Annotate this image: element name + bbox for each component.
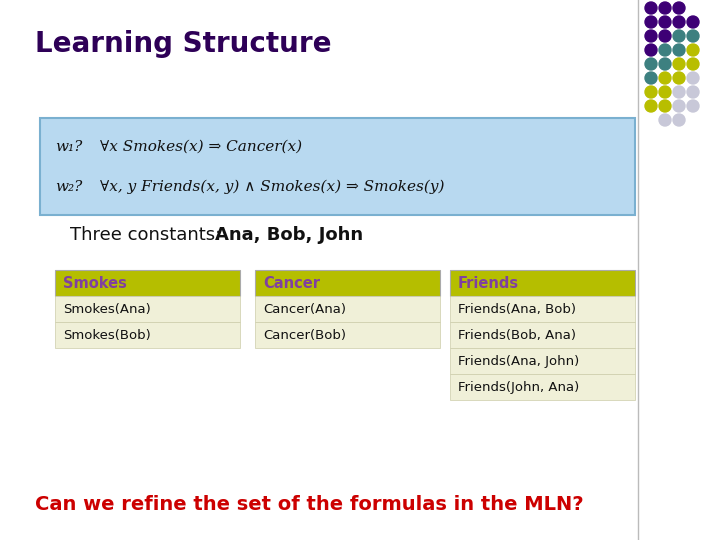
Text: Can we refine the set of the formulas in the MLN?: Can we refine the set of the formulas in…: [35, 496, 584, 515]
FancyBboxPatch shape: [255, 322, 440, 348]
Circle shape: [673, 30, 685, 42]
FancyBboxPatch shape: [40, 118, 635, 215]
FancyBboxPatch shape: [450, 374, 635, 400]
Circle shape: [659, 2, 671, 14]
Circle shape: [687, 44, 699, 56]
FancyBboxPatch shape: [55, 322, 240, 348]
FancyBboxPatch shape: [450, 348, 635, 374]
Text: Friends: Friends: [458, 275, 519, 291]
Text: Friends(John, Ana): Friends(John, Ana): [458, 381, 580, 394]
Circle shape: [659, 72, 671, 84]
Circle shape: [645, 44, 657, 56]
Circle shape: [687, 58, 699, 70]
Circle shape: [687, 72, 699, 84]
Circle shape: [659, 100, 671, 112]
Circle shape: [687, 16, 699, 28]
Circle shape: [673, 2, 685, 14]
Circle shape: [659, 44, 671, 56]
Text: Friends(Bob, Ana): Friends(Bob, Ana): [458, 328, 576, 341]
Text: Smokes: Smokes: [63, 275, 127, 291]
FancyBboxPatch shape: [255, 270, 440, 296]
Text: Three constants:: Three constants:: [70, 226, 227, 244]
Text: Friends(Ana, John): Friends(Ana, John): [458, 354, 580, 368]
Circle shape: [687, 86, 699, 98]
Circle shape: [645, 16, 657, 28]
Circle shape: [659, 30, 671, 42]
Text: ∀x, y Friends(x, y) ∧ Smokes(x) ⇒ Smokes(y): ∀x, y Friends(x, y) ∧ Smokes(x) ⇒ Smokes…: [100, 180, 444, 194]
Circle shape: [687, 100, 699, 112]
Circle shape: [659, 16, 671, 28]
Circle shape: [659, 58, 671, 70]
Circle shape: [673, 114, 685, 126]
Text: Ana, Bob, John: Ana, Bob, John: [215, 226, 363, 244]
Circle shape: [673, 100, 685, 112]
Text: ∀x Smokes(x) ⇒ Cancer(x): ∀x Smokes(x) ⇒ Cancer(x): [100, 140, 302, 154]
Circle shape: [673, 16, 685, 28]
Circle shape: [645, 100, 657, 112]
Text: Friends(Ana, Bob): Friends(Ana, Bob): [458, 302, 576, 315]
Circle shape: [659, 86, 671, 98]
Circle shape: [645, 86, 657, 98]
Text: Cancer(Ana): Cancer(Ana): [263, 302, 346, 315]
Circle shape: [659, 114, 671, 126]
Text: Learning Structure: Learning Structure: [35, 30, 331, 58]
FancyBboxPatch shape: [450, 270, 635, 296]
Circle shape: [645, 58, 657, 70]
Circle shape: [673, 58, 685, 70]
Circle shape: [645, 30, 657, 42]
FancyBboxPatch shape: [55, 296, 240, 322]
FancyBboxPatch shape: [450, 296, 635, 322]
Circle shape: [645, 72, 657, 84]
Circle shape: [687, 30, 699, 42]
FancyBboxPatch shape: [55, 270, 240, 296]
FancyBboxPatch shape: [255, 296, 440, 322]
Text: w₁?: w₁?: [55, 140, 82, 154]
Text: w₂?: w₂?: [55, 180, 82, 194]
Circle shape: [645, 2, 657, 14]
Text: Cancer(Bob): Cancer(Bob): [263, 328, 346, 341]
Circle shape: [673, 44, 685, 56]
Text: Smokes(Ana): Smokes(Ana): [63, 302, 150, 315]
Circle shape: [673, 86, 685, 98]
FancyBboxPatch shape: [450, 322, 635, 348]
Text: Cancer: Cancer: [263, 275, 320, 291]
Text: Smokes(Bob): Smokes(Bob): [63, 328, 150, 341]
Circle shape: [673, 72, 685, 84]
